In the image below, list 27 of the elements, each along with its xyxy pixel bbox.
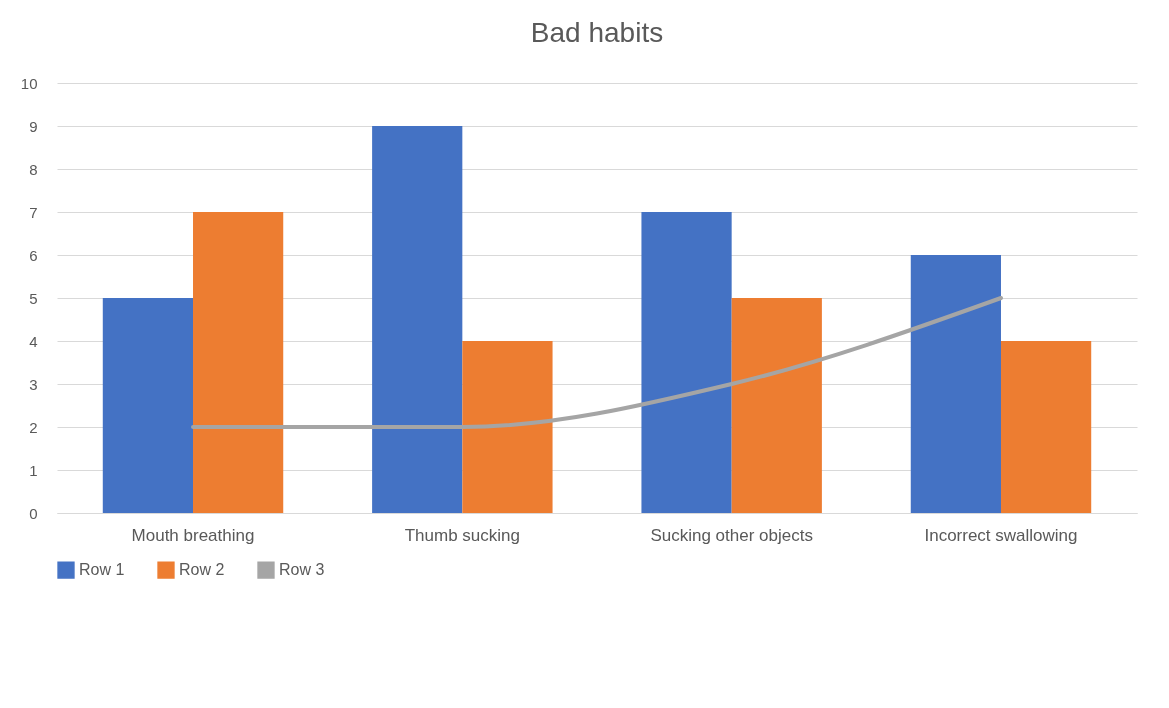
x-tick-label: Incorrect swallowing [924,525,1078,545]
y-tick-label: 8 [29,160,38,178]
y-tick-label: 7 [29,203,38,221]
y-tick-label: 5 [29,289,38,307]
y-tick-label: 6 [29,246,38,264]
y-tick-label: 9 [29,117,38,135]
bar [1000,341,1092,513]
bar [731,298,822,513]
bar [193,212,284,513]
legend-label: Row 1 [79,561,125,579]
y-tick-label: 10 [20,74,38,92]
y-tick-label: 4 [29,332,38,350]
chart-title: Bad habits [530,17,664,48]
x-tick-label: Mouth breathing [131,525,255,545]
legend-label: Row 3 [279,561,325,579]
bar [372,126,463,513]
y-tick-label: 1 [29,461,38,479]
y-tick-label: 3 [29,375,38,393]
y-tick-label: 0 [29,504,38,522]
x-tick-label: Sucking other objects [650,525,813,545]
bar [910,255,1001,513]
x-tick-label: Thumb sucking [404,525,520,545]
y-tick-label: 2 [29,418,38,436]
legend-label: Row 2 [179,561,225,579]
bar [641,212,732,513]
bar [102,298,194,513]
bar [462,341,553,513]
